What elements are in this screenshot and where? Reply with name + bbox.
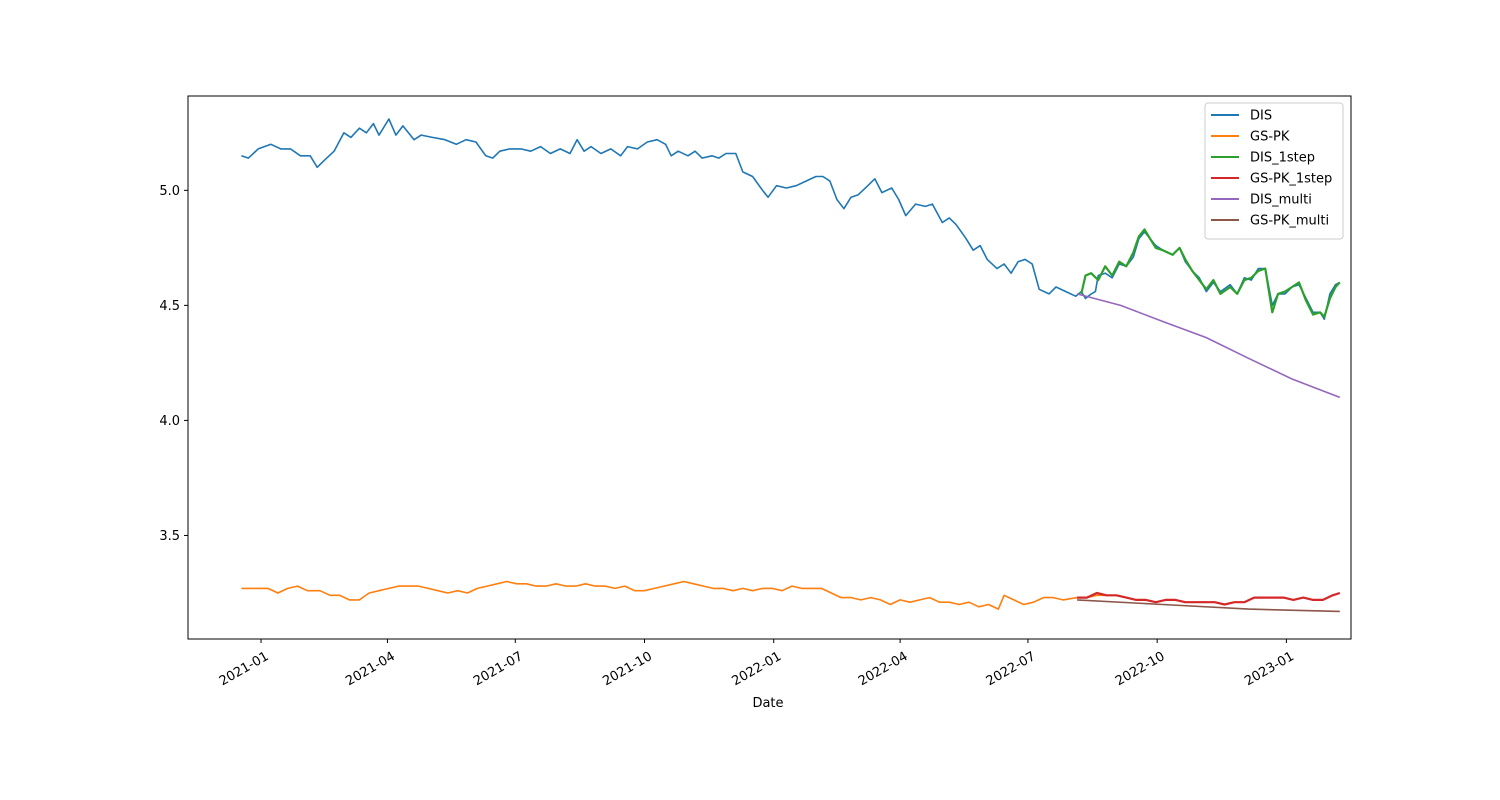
y-tick-label: 4.5 — [159, 299, 180, 314]
series-line-dis-multi — [1076, 293, 1341, 399]
y-tick-label: 4.0 — [159, 414, 180, 429]
series-layer — [241, 118, 1341, 613]
legend-label: GS-PK_multi — [1250, 214, 1329, 229]
plot-frame — [187, 95, 1352, 640]
series-line-gs-pk-1step — [1077, 591, 1341, 606]
y-axis: 3.5 4.0 4.5 5.0 — [159, 184, 188, 544]
legend-label: GS-PK — [1250, 130, 1290, 145]
legend-label: DIS_1step — [1250, 151, 1315, 166]
legend-label: DIS_multi — [1250, 193, 1312, 208]
series-line-dis-1step — [1080, 228, 1341, 318]
legend-box — [1204, 102, 1344, 240]
legend: DIS GS-PK DIS_1step GS-PK_1step DIS_multi GS-… — [1204, 102, 1344, 240]
x-axis-label: Date — [752, 696, 783, 711]
y-tick-label: 3.5 — [159, 529, 180, 544]
series-line-gs-pk-multi — [1077, 599, 1340, 613]
legend-label: GS-PK_1step — [1250, 172, 1332, 187]
y-tick-label: 5.0 — [159, 184, 180, 199]
legend-label: DIS — [1250, 109, 1272, 124]
